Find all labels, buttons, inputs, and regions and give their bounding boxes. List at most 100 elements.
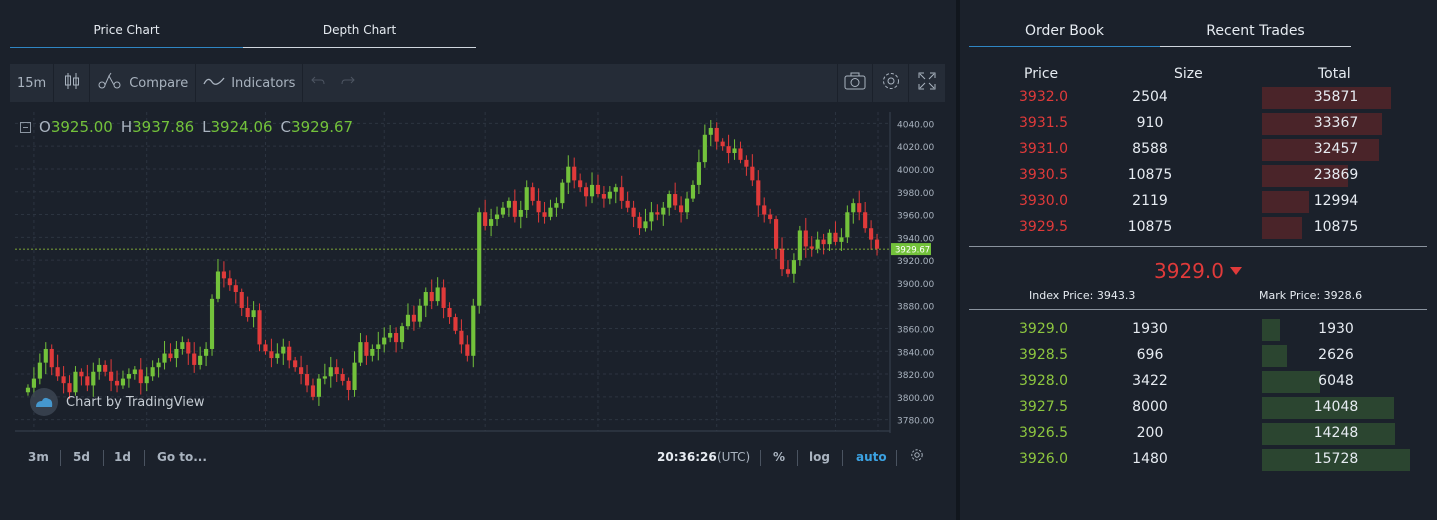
tradingview-watermark[interactable]: Chart by TradingView <box>30 388 204 416</box>
candle-body <box>744 159 749 167</box>
camera-icon <box>844 72 866 94</box>
ohlc-legend: O 3925.00 H 3937.86 L 3924.06 C 3929.67 <box>20 118 353 136</box>
ask-row[interactable]: 3930.0 2119 12994 <box>960 189 1437 215</box>
ask-row[interactable]: 3929.5 10875 10875 <box>960 215 1437 241</box>
ask-row[interactable]: 3931.0 8588 32457 <box>960 137 1437 163</box>
y-tick-label: 3820.00 <box>897 371 934 381</box>
candle-body <box>791 260 796 274</box>
candlestick-chart[interactable]: 4040.00 4020.00 4000.00 3980.00 3960.00 3940.… <box>10 104 945 446</box>
bid-row[interactable]: 3929.0 1930 1930 <box>960 317 1437 343</box>
tab-order-book[interactable]: Order Book <box>969 18 1160 47</box>
candle-body <box>61 376 66 384</box>
settings-button[interactable] <box>873 64 909 102</box>
mark-price-value: 3928.6 <box>1323 289 1363 302</box>
goto-button[interactable]: Go to... <box>157 450 207 464</box>
candle-body <box>31 378 36 388</box>
current-price-badge <box>891 243 931 256</box>
candle-body <box>49 348 54 368</box>
candle-body <box>483 212 488 226</box>
chart-bottom-bar: 3m 5d 1d Go to... 20:36:26 (UTC) % log a… <box>10 446 945 470</box>
clock-timezone[interactable]: (UTC) <box>717 450 751 464</box>
range-3m-button[interactable]: 3m <box>28 450 49 464</box>
candle-body <box>144 376 149 384</box>
snapshot-button[interactable] <box>837 64 873 102</box>
candle-body <box>619 187 624 201</box>
ask-price: 3930.5 <box>1019 167 1068 183</box>
divider <box>144 450 145 466</box>
candle-body <box>287 346 292 361</box>
ask-row[interactable]: 3930.5 10875 23869 <box>960 163 1437 189</box>
candle-body <box>126 374 131 379</box>
redo-button[interactable] <box>333 64 363 102</box>
candle-body <box>566 166 571 183</box>
bid-total: 14248 <box>1313 425 1359 441</box>
tab-price-chart[interactable]: Price Chart <box>10 18 243 48</box>
bid-row[interactable]: 3927.5 8000 14048 <box>960 395 1437 421</box>
bid-size: 1480 <box>1132 451 1168 467</box>
ask-total: 12994 <box>1313 193 1359 209</box>
ask-total: 23869 <box>1313 167 1359 183</box>
candle-body <box>174 348 179 359</box>
candle-body <box>388 333 393 338</box>
candle-body <box>198 355 203 365</box>
range-1d-button[interactable]: 1d <box>114 450 131 464</box>
indicators-button[interactable]: Indicators <box>196 64 304 102</box>
percent-scale-button[interactable]: % <box>773 450 786 464</box>
divider <box>103 450 104 466</box>
candle-style-button[interactable] <box>54 64 91 102</box>
bid-row[interactable]: 3926.0 1480 15728 <box>960 447 1437 473</box>
fullscreen-button[interactable] <box>909 64 945 102</box>
bid-row[interactable]: 3928.5 696 2626 <box>960 343 1437 369</box>
divider <box>842 450 843 466</box>
candle-body <box>55 367 60 377</box>
ask-depth-bar <box>1262 217 1302 239</box>
undo-button[interactable] <box>303 64 333 102</box>
y-tick-label: 3940.00 <box>897 234 934 244</box>
high-label: H <box>120 118 133 136</box>
clock-time: 20:36:26 <box>657 450 717 464</box>
ask-size: 2504 <box>1132 89 1168 105</box>
ask-depth-bar <box>1262 191 1309 213</box>
compare-button[interactable]: Compare <box>90 64 197 102</box>
candle-body <box>453 317 458 331</box>
candle-body <box>215 271 221 299</box>
candle-body <box>803 230 808 247</box>
price-header: Price <box>1024 66 1059 82</box>
candle-body <box>489 219 494 226</box>
candle-body <box>750 166 755 181</box>
tab-recent-trades[interactable]: Recent Trades <box>1160 18 1351 47</box>
candle-body <box>429 292 434 302</box>
candle-body <box>346 380 351 390</box>
interval-button[interactable]: 15m <box>10 64 55 102</box>
order-book-tabs: Order Book Recent Trades <box>969 18 1351 47</box>
log-scale-button[interactable]: log <box>809 450 830 464</box>
candle-body <box>774 219 779 249</box>
chart-settings-gear-icon[interactable] <box>910 448 924 465</box>
range-5d-button[interactable]: 5d <box>73 450 90 464</box>
arrow-down-icon <box>1229 267 1242 275</box>
bid-row[interactable]: 3928.0 3422 6048 <box>960 369 1437 395</box>
ask-row[interactable]: 3931.5 910 33367 <box>960 111 1437 137</box>
divider <box>896 450 897 466</box>
collapse-legend-icon[interactable] <box>20 121 31 133</box>
bid-price: 3926.0 <box>1019 451 1068 467</box>
candle-body <box>714 127 719 142</box>
y-tick-label: 3920.00 <box>897 257 934 267</box>
candle-body <box>512 200 517 217</box>
candle-body <box>732 148 737 154</box>
bid-depth-bar <box>1262 371 1320 393</box>
tab-depth-chart[interactable]: Depth Chart <box>243 18 476 48</box>
candle-body <box>25 387 31 393</box>
bid-row[interactable]: 3926.5 200 14248 <box>960 421 1437 447</box>
bid-total: 1930 <box>1318 321 1354 337</box>
candle-body <box>209 298 215 349</box>
auto-scale-button[interactable]: auto <box>856 450 887 464</box>
candle-body <box>471 305 476 356</box>
candle-body <box>726 146 731 154</box>
bid-size: 200 <box>1136 425 1164 441</box>
last-price: 3929.0 <box>1154 259 1242 283</box>
candle-body <box>572 166 577 181</box>
ask-row[interactable]: 3932.0 2504 35871 <box>960 85 1437 111</box>
candle-body <box>109 371 114 381</box>
chart-canvas[interactable]: 4040.00 4020.00 4000.00 3980.00 3960.00 3940.… <box>10 104 945 446</box>
